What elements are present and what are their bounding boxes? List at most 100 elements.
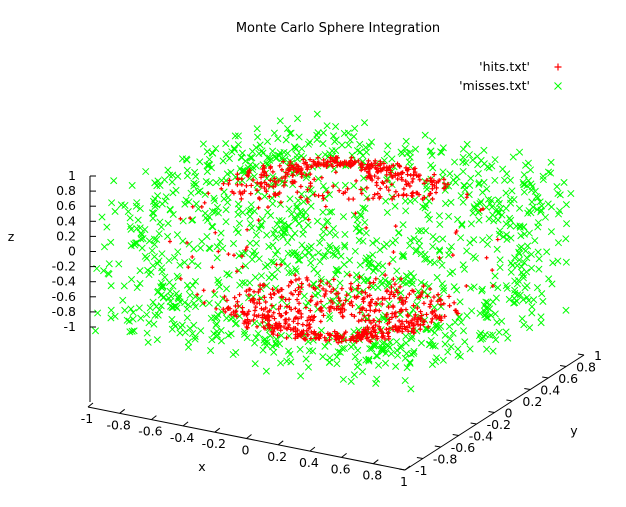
miss-point (208, 207, 216, 215)
hit-point (367, 308, 373, 313)
hit-point (377, 194, 383, 199)
miss-point (222, 218, 230, 226)
hit-point (430, 186, 435, 192)
hit-point (328, 289, 334, 295)
hit-point (402, 324, 407, 329)
hit-point (399, 170, 405, 175)
miss-point (273, 247, 281, 255)
x-tick (277, 440, 284, 446)
hit-point (236, 177, 241, 182)
miss-point (451, 158, 459, 166)
miss-point (536, 198, 544, 206)
x-tick (87, 402, 94, 408)
miss-point (406, 236, 415, 244)
miss-point (248, 154, 256, 162)
hit-point (254, 180, 260, 186)
miss-point (553, 182, 561, 191)
miss-point (531, 187, 539, 195)
miss-point (324, 217, 332, 225)
miss-point (513, 261, 521, 270)
miss-point (489, 331, 497, 339)
hit-point (299, 170, 305, 176)
z-tick-label: -0.4 (52, 274, 76, 289)
hit-point (399, 175, 404, 180)
miss-point (393, 267, 401, 275)
miss-point (284, 222, 292, 230)
miss-point (494, 284, 502, 292)
miss-point (297, 372, 305, 380)
hit-point (418, 309, 423, 314)
miss-point (158, 250, 166, 258)
miss-point (547, 169, 555, 177)
miss-point (181, 298, 189, 307)
hit-point (308, 172, 313, 177)
hit-point (293, 326, 298, 331)
hit-point (268, 165, 273, 171)
miss-point (191, 335, 199, 343)
hit-point (263, 326, 268, 331)
hit-point (368, 331, 373, 337)
miss-point (482, 298, 490, 306)
hit-point (437, 178, 442, 183)
miss-point (153, 235, 161, 244)
miss-point (105, 260, 113, 268)
miss-point (224, 193, 232, 202)
y-tick-label: 1 (594, 348, 602, 363)
miss-point (319, 182, 327, 190)
hit-point (433, 315, 439, 320)
hit-point (221, 306, 226, 312)
miss-point (373, 237, 381, 245)
miss-point (194, 262, 202, 270)
hit-point (404, 295, 409, 301)
miss-point (131, 239, 140, 247)
miss-point (491, 156, 499, 164)
miss-point (280, 220, 288, 228)
miss-point (535, 265, 543, 273)
hit-point (384, 326, 389, 332)
hit-point (336, 295, 341, 301)
hit-point (239, 196, 244, 202)
miss-point (254, 329, 262, 338)
miss-point (251, 273, 259, 281)
hit-point (442, 181, 447, 186)
miss-point (459, 261, 467, 269)
hit-point (385, 321, 390, 326)
miss-point (265, 243, 273, 251)
miss-point (533, 284, 542, 292)
hit-point (388, 170, 393, 175)
miss-point (103, 223, 111, 231)
hit-point (308, 336, 314, 341)
hit-point (280, 159, 286, 164)
hit-point (272, 192, 277, 197)
miss-point (428, 137, 437, 145)
miss-point (466, 345, 474, 353)
miss-point (541, 213, 549, 221)
miss-point (459, 145, 467, 153)
hit-point (253, 304, 259, 310)
hit-point (366, 318, 372, 323)
hit-point (328, 155, 333, 160)
miss-point (191, 277, 200, 285)
miss-point (520, 321, 528, 329)
miss-point (554, 189, 562, 197)
hit-point (240, 264, 245, 269)
hit-point (373, 276, 379, 282)
miss-point (454, 351, 462, 359)
hit-point (367, 173, 372, 179)
hit-point (293, 166, 299, 171)
miss-point (482, 313, 490, 321)
hit-point (310, 318, 316, 323)
hit-point (375, 296, 381, 302)
hit-point (327, 308, 332, 314)
hit-point (246, 321, 251, 327)
miss-point (176, 261, 184, 269)
hit-point (314, 300, 320, 306)
miss-point (319, 129, 328, 137)
hit-point (223, 309, 228, 314)
hit-point (243, 247, 248, 252)
miss-point (264, 153, 272, 162)
miss-point (253, 125, 261, 133)
miss-point (215, 279, 223, 287)
x-tick-label: 1 (400, 474, 408, 489)
miss-point (212, 178, 220, 187)
